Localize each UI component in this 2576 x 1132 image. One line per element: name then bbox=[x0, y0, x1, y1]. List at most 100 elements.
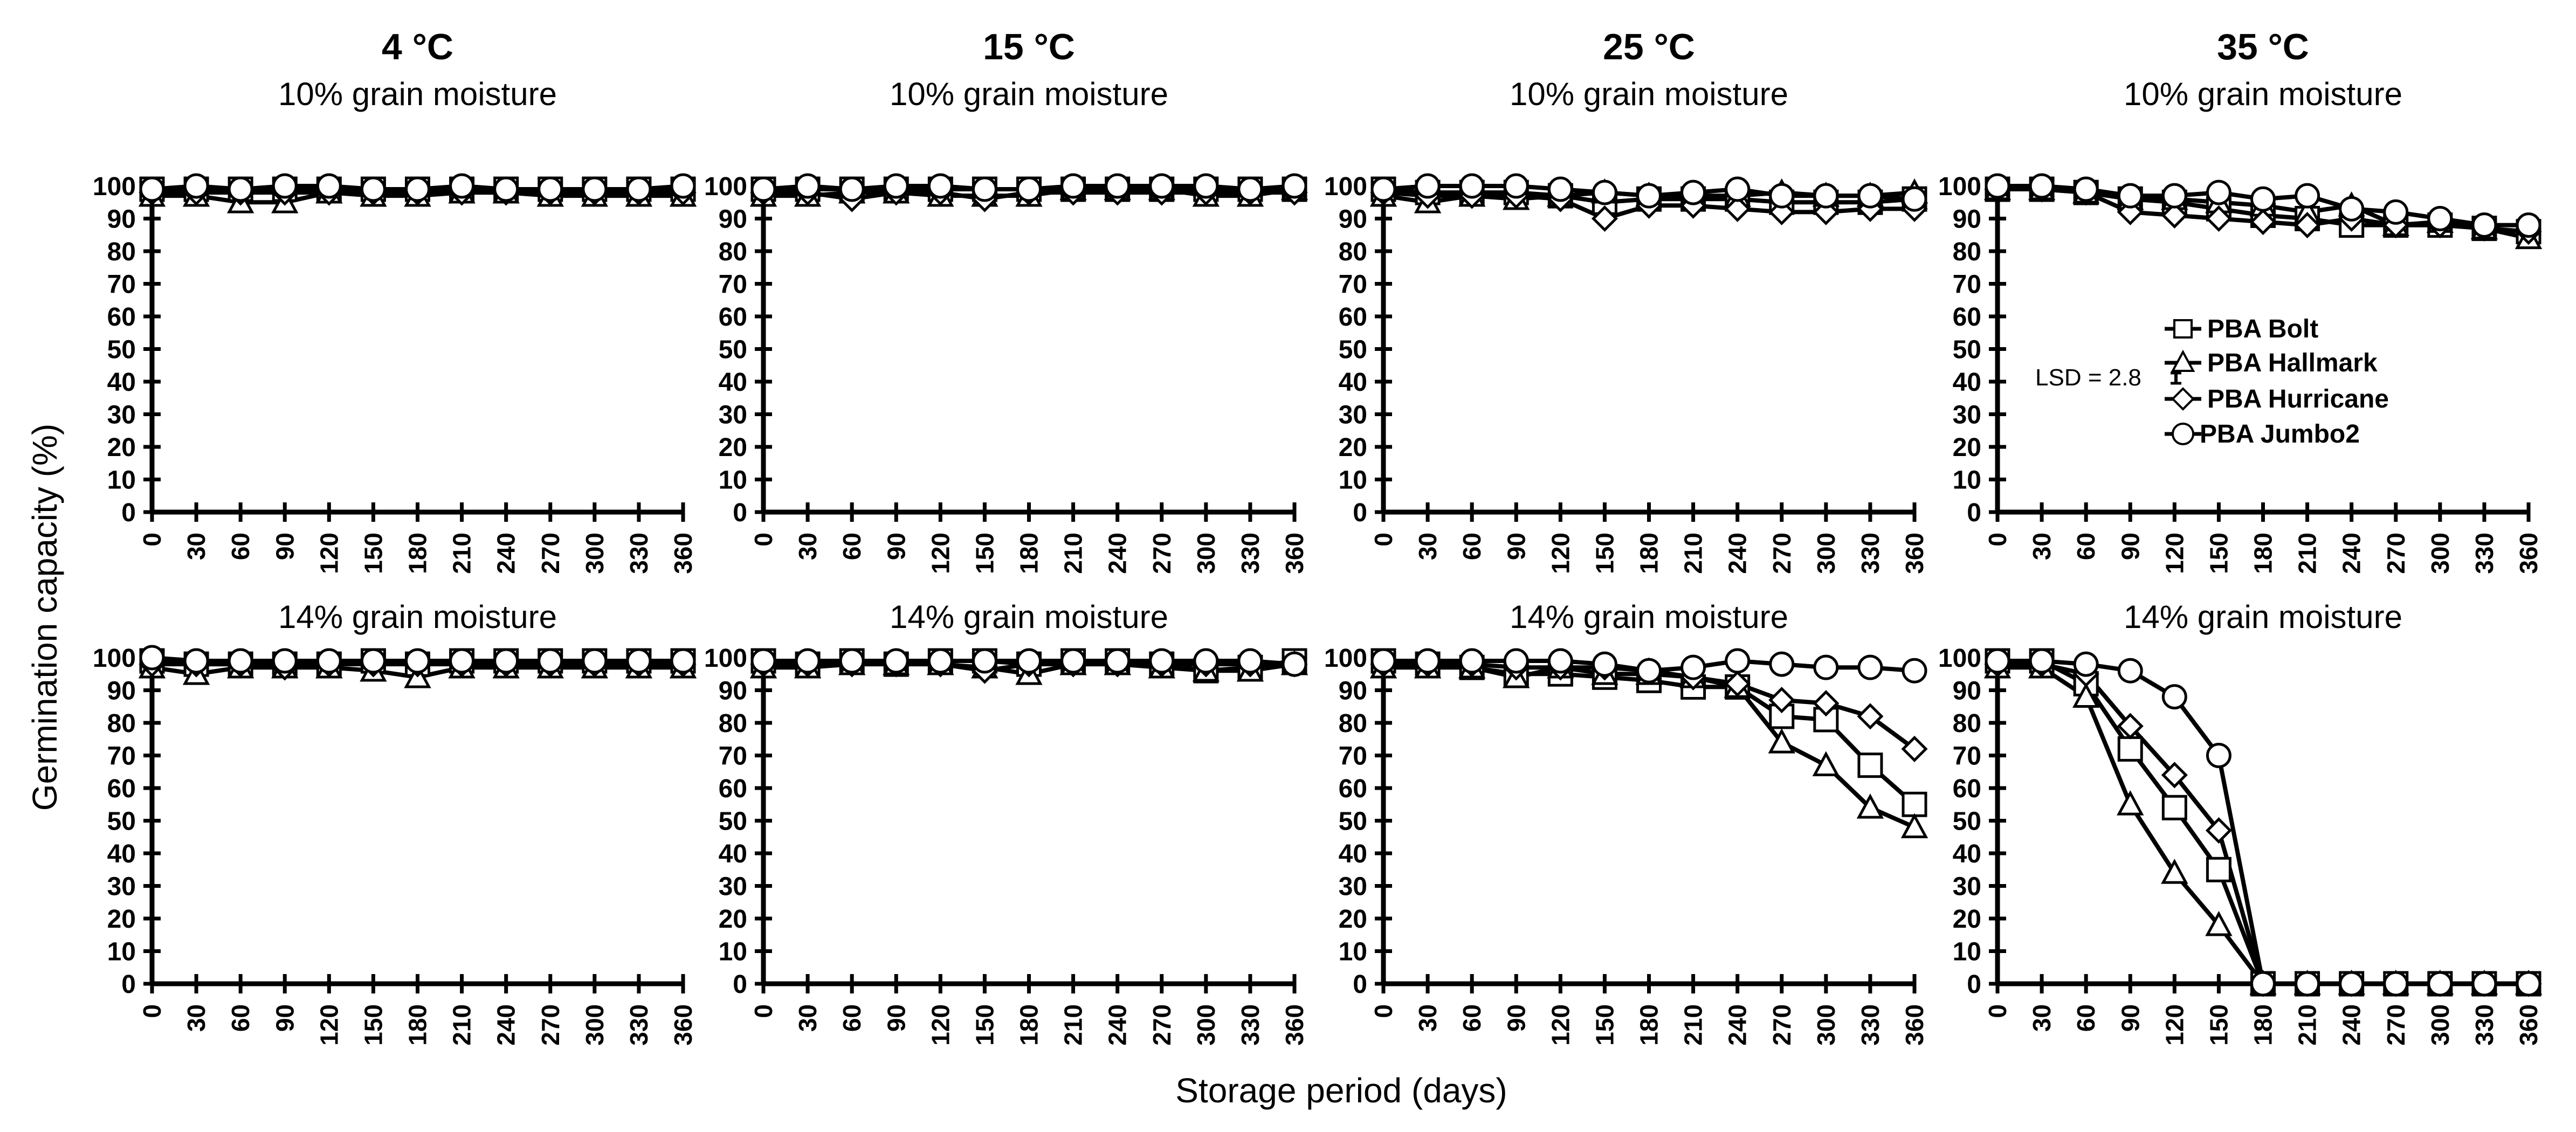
x-tick-label: 0 bbox=[1369, 1004, 1397, 1018]
x-tick-label: 240 bbox=[492, 533, 520, 574]
marker-pba-jumbo2 bbox=[2117, 183, 2143, 209]
y-tick-label: 20 bbox=[1953, 433, 1981, 462]
y-tick-label: 90 bbox=[1953, 205, 1981, 234]
marker-pba-jumbo2 bbox=[582, 648, 608, 674]
y-tick-label: 90 bbox=[1953, 677, 1981, 706]
marker-pba-jumbo2 bbox=[139, 176, 165, 202]
x-tick-label: 60 bbox=[1458, 533, 1486, 560]
marker-pba-jumbo2 bbox=[2339, 971, 2365, 997]
marker-pba-jumbo2 bbox=[1060, 648, 1086, 674]
y-tick-label: 50 bbox=[1953, 807, 1981, 836]
marker-pba-jumbo2 bbox=[795, 648, 821, 674]
y-tick-label: 90 bbox=[1339, 677, 1367, 706]
y-tick-label: 40 bbox=[1953, 840, 1981, 868]
marker-pba-jumbo2 bbox=[2427, 971, 2453, 997]
panel-temp-title: 15 °C bbox=[983, 26, 1075, 67]
marker-pba-hallmark bbox=[2205, 910, 2233, 936]
marker-pba-jumbo2 bbox=[1857, 654, 1883, 680]
marker-pba-jumbo2 bbox=[1193, 648, 1219, 674]
marker-pba-jumbo2 bbox=[1813, 654, 1839, 680]
marker-pba-hallmark bbox=[1812, 751, 1840, 776]
chart-panel-4: 35 °C 10% grain moisture 0 10 20 30 40 50 60 70 80… bbox=[1938, 26, 2543, 574]
x-tick-label: 240 bbox=[2338, 533, 2366, 574]
y-tick-label: 70 bbox=[1339, 271, 1367, 299]
marker-pba-jumbo2 bbox=[139, 645, 165, 671]
chart-panel-1: 4 °C 10% grain moisture 0 10 20 30 40 50 60 70 80 9… bbox=[93, 26, 697, 574]
x-tick-label: 210 bbox=[1059, 533, 1087, 574]
x-tick-label: 150 bbox=[2205, 1004, 2233, 1046]
marker-pba-jumbo2 bbox=[2073, 176, 2099, 202]
x-tick-label: 180 bbox=[1015, 533, 1043, 574]
marker-pba-jumbo2 bbox=[795, 173, 821, 199]
marker-pba-jumbo2 bbox=[626, 648, 652, 674]
series-line-pba-hallmark bbox=[1998, 665, 2529, 986]
x-tick-label: 30 bbox=[182, 1004, 210, 1032]
marker-pba-hurricane bbox=[1857, 703, 1884, 730]
y-tick-label: 0 bbox=[121, 499, 136, 527]
marker-pba-jumbo2 bbox=[839, 648, 865, 674]
marker-pba-jumbo2 bbox=[1985, 648, 2010, 674]
marker-pba-jumbo2 bbox=[228, 176, 253, 202]
marker-pba-jumbo2 bbox=[2295, 183, 2320, 209]
marker-pba-jumbo2 bbox=[1985, 173, 2010, 199]
marker-pba-hurricane bbox=[1724, 670, 1751, 697]
marker-pba-hurricane bbox=[1724, 195, 1751, 222]
marker-pba-jumbo2 bbox=[1636, 183, 1662, 209]
marker-pba-jumbo2 bbox=[2516, 212, 2541, 238]
marker-pba-hurricane bbox=[2117, 713, 2144, 740]
marker-pba-hallmark bbox=[1900, 813, 1928, 838]
y-tick-label: 90 bbox=[1339, 205, 1367, 234]
y-tick-label: 50 bbox=[107, 336, 136, 364]
x-tick-label: 210 bbox=[448, 533, 476, 574]
x-tick-label: 300 bbox=[581, 1004, 609, 1046]
y-tick-label: 70 bbox=[1339, 742, 1367, 771]
x-tick-label: 210 bbox=[448, 1004, 476, 1046]
x-tick-label: 0 bbox=[138, 533, 166, 547]
marker-pba-jumbo2 bbox=[2029, 173, 2055, 199]
panel-temp-title: 25 °C bbox=[1603, 26, 1695, 67]
legend: PBA Bolt PBA Hallmark PBA Hurricane PBA … bbox=[2165, 315, 2389, 448]
marker-pba-hurricane bbox=[2205, 817, 2232, 844]
x-tick-label: 330 bbox=[1856, 533, 1884, 574]
y-tick-label: 70 bbox=[1953, 742, 1981, 771]
x-tick-label: 360 bbox=[669, 533, 697, 574]
x-tick-label: 240 bbox=[1104, 533, 1132, 574]
x-tick-label: 240 bbox=[1724, 1004, 1752, 1046]
y-tick-label: 20 bbox=[1339, 433, 1367, 462]
marker-pba-hurricane bbox=[2205, 205, 2232, 232]
chart-panel-8: 14% grain moisture 0 10 20 30 40 50 60 70 80 90 100… bbox=[1938, 599, 2543, 1046]
marker-pba-jumbo2 bbox=[449, 648, 475, 674]
x-tick-label: 360 bbox=[2515, 1004, 2543, 1046]
y-tick-label: 80 bbox=[1339, 709, 1367, 738]
marker-pba-jumbo2 bbox=[2250, 971, 2276, 997]
panel-subtitle: 10% grain moisture bbox=[2124, 76, 2402, 112]
marker-pba-jumbo2 bbox=[1149, 648, 1175, 674]
legend-item-bolt: PBA Bolt bbox=[2165, 315, 2318, 343]
marker-pba-jumbo2 bbox=[228, 648, 253, 674]
x-tick-label: 330 bbox=[1236, 1004, 1264, 1046]
x-tick-label: 360 bbox=[1280, 1004, 1308, 1046]
y-tick-label: 30 bbox=[1339, 401, 1367, 430]
marker-pba-jumbo2 bbox=[626, 176, 652, 202]
marker-pba-jumbo2 bbox=[2471, 212, 2497, 238]
y-tick-label: 80 bbox=[107, 709, 136, 738]
y-tick-label: 40 bbox=[107, 368, 136, 397]
y-tick-label: 0 bbox=[1353, 970, 1367, 999]
panel-subtitle: 10% grain moisture bbox=[1510, 76, 1788, 112]
y-tick-label: 30 bbox=[107, 401, 136, 430]
legend-circle-marker bbox=[2172, 423, 2194, 445]
y-tick-label: 40 bbox=[1953, 368, 1981, 397]
marker-pba-hurricane bbox=[1768, 687, 1795, 714]
marker-pba-jumbo2 bbox=[1636, 658, 1662, 684]
x-tick-label: 90 bbox=[1502, 533, 1530, 560]
y-tick-label: 60 bbox=[1339, 775, 1367, 803]
marker-pba-hurricane bbox=[1591, 205, 1618, 232]
y-tick-label: 60 bbox=[1953, 775, 1981, 803]
marker-pba-jumbo2 bbox=[1415, 648, 1441, 674]
marker-pba-hallmark bbox=[2161, 859, 2188, 884]
y-tick-label: 90 bbox=[107, 205, 136, 234]
y-tick-label: 30 bbox=[1953, 401, 1981, 430]
x-tick-label: 30 bbox=[1414, 1004, 1442, 1032]
marker-pba-hurricane bbox=[2249, 209, 2277, 236]
x-tick-label: 180 bbox=[404, 533, 432, 574]
